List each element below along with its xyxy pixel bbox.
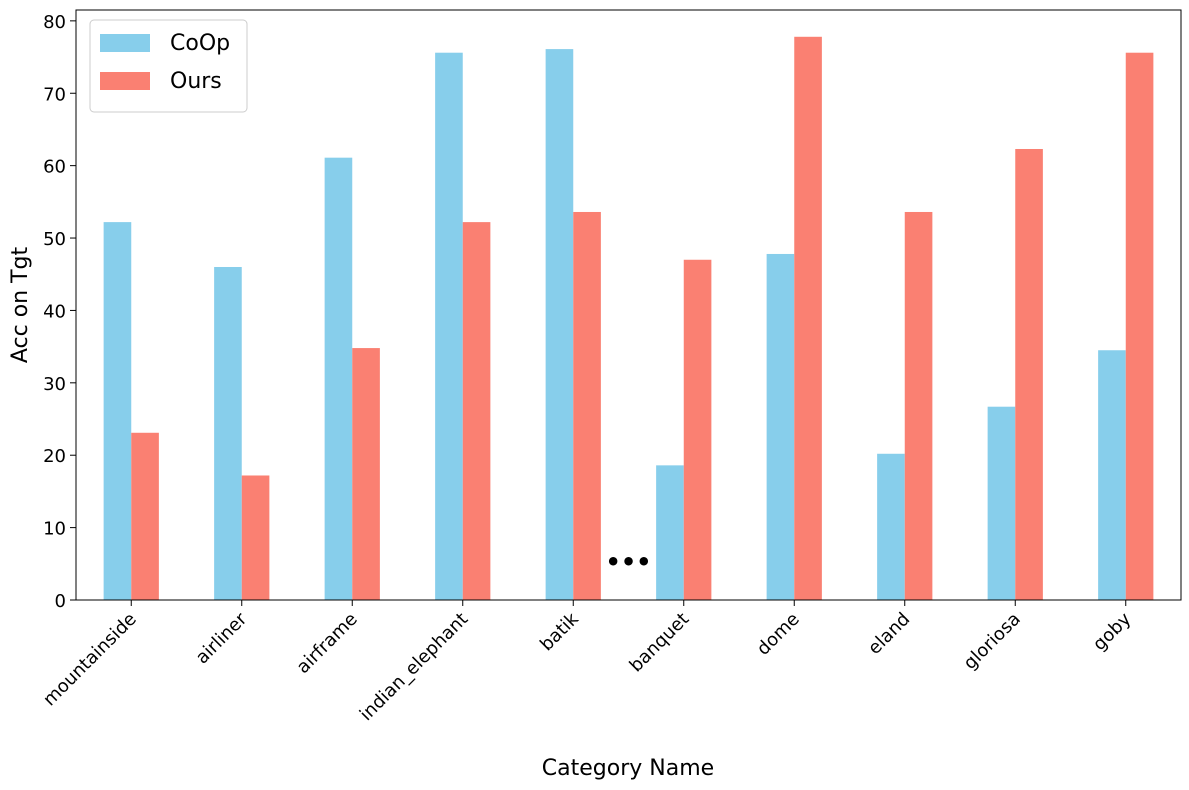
plot-frame [75,9,1182,601]
bar [1015,148,1043,600]
bar [1125,52,1154,600]
bar [462,222,491,601]
bar [103,222,132,601]
y-tick-label: 60 [43,157,66,178]
y-tick-label: 70 [43,84,66,105]
annotation: ••• [605,548,651,576]
y-tick-label: 0 [55,591,66,612]
x-tick-label: dome [753,609,804,660]
bar [877,453,905,600]
bar [1098,350,1126,600]
x-tick-label: airliner [192,608,252,668]
y-tick-label: 20 [43,446,66,467]
y-tick-label: 40 [43,301,66,322]
bar [794,36,822,600]
x-tick-label: banquet [626,609,694,677]
legend-label: CoOp [170,31,230,56]
x-tick-label: gloriosa [960,609,1025,674]
legend-label: Ours [170,69,222,94]
bar [683,259,712,600]
x-tick-label: batik [536,608,583,655]
bar [352,348,380,600]
bar [131,432,159,600]
bar [241,475,270,600]
bar [214,266,242,600]
x-axis-label: Category Name [542,756,714,781]
x-tick-label: goby [1089,608,1136,655]
y-tick-label: 10 [43,519,66,540]
bar [904,211,933,600]
x-tick-label: airframe [293,609,362,678]
bar [435,52,463,600]
bar [766,253,795,600]
x-tick-label: mountainside [39,609,141,711]
y-tick-label: 80 [43,12,66,33]
legend-swatch [100,34,150,52]
y-axis-label: Acc on Tgt [8,246,33,363]
x-tick-label: indian_elephant [356,609,473,726]
bar [656,465,684,600]
x-tick-label: eland [864,609,914,659]
y-tick-label: 50 [43,229,66,250]
bar [545,49,574,600]
y-tick-label: 30 [43,374,66,395]
legend-swatch [100,72,150,90]
bar [987,406,1016,600]
bar [573,211,601,600]
bar [324,157,353,601]
